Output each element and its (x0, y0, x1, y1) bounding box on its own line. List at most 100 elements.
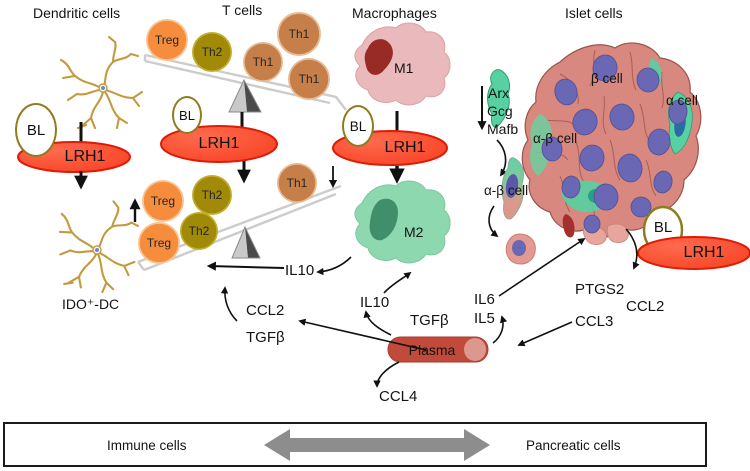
tcell-label: Treg (146, 236, 172, 250)
ptgs2-label: PTGS2 (575, 281, 625, 298)
arrow-plasma-to-ccl2 (298, 318, 427, 351)
lrh1-text: LRH1 (64, 148, 106, 165)
tcell-th2: Th2 (192, 32, 232, 72)
beta-cell-label: β cell (591, 71, 623, 86)
tcell-label: Th2 (201, 45, 223, 59)
title-t-cells: T cells (222, 2, 263, 18)
tcell-th1: Th1 (277, 163, 317, 203)
immune-cells-label: Immune cells (107, 438, 187, 453)
arrow-islet-to-targets (625, 228, 640, 270)
bl-label: BL (26, 121, 46, 139)
bl-oval-tcells: BL (172, 96, 202, 134)
ccl4-label: CCL4 (379, 388, 418, 405)
tcell-label: Th1 (286, 176, 308, 190)
m2-macrophage-shape (354, 180, 451, 264)
lrh1-ellipse-islet (637, 236, 750, 270)
lrh1-label-tcells: LRH1 (174, 133, 264, 155)
arrow-m2-to-il10 (316, 256, 352, 276)
alpha-cell-free-shape (487, 69, 511, 128)
bl-label: BL (653, 218, 673, 236)
beta-like-nucleus (512, 240, 526, 256)
tcell-label: Treg (154, 33, 180, 47)
tf-gcg-label: Gcg (487, 103, 513, 119)
plasma-label: Plasma (393, 338, 471, 361)
ccl3-label: CCL3 (575, 313, 614, 330)
ido-dc-label: IDO⁺-DC (62, 296, 120, 312)
balance-fulcrum-top (228, 78, 262, 113)
alpha-cell-label: α cell (666, 93, 698, 108)
arrow-plasma-to-il5 (492, 315, 508, 344)
title-macrophages: Macrophages (352, 5, 437, 21)
m2-nucleus (369, 198, 398, 241)
tgfb-plasma-label: TGFβ (410, 312, 449, 329)
tf-arx-label: Arx (488, 85, 509, 101)
dendritic-cell-icon (59, 35, 144, 130)
bl-label: BL (179, 107, 195, 123)
lrh1-ellipse-tcells (160, 125, 278, 163)
double-arrow-icon (264, 429, 490, 461)
lrh1-label-islet: LRH1 (659, 242, 749, 264)
tcell-label: Th1 (298, 72, 320, 86)
bl-label: BL (349, 118, 367, 134)
arrow-il10-to-tcells (206, 261, 285, 271)
islet-alpha-beta-edge-cell (530, 114, 552, 176)
tcell-label: Th1 (252, 55, 274, 69)
signal-arrows (206, 228, 640, 388)
tcell-label: Treg (150, 194, 176, 208)
il10-plasma-label: IL10 (360, 294, 390, 311)
arrow-il6-to-islet (498, 237, 586, 297)
tcell-label: Th2 (188, 224, 210, 238)
balance-fulcrum-bottom (231, 225, 261, 259)
alpha-beta-nucleus (505, 174, 519, 198)
lrh1-text: LRH1 (384, 139, 426, 156)
arrow-plasma-to-il10 (363, 310, 392, 336)
lrh1-text: LRH1 (198, 135, 240, 152)
tcell-th1: Th1 (288, 58, 330, 100)
tcell-th1: Th1 (243, 42, 283, 82)
ccl2-left-label: CCL2 (246, 302, 285, 319)
il6-label: IL6 (474, 291, 495, 308)
islet-dark-red-cell (562, 214, 575, 238)
pancreatic-cells-label: Pancreatic cells (526, 438, 621, 453)
arrow-to-beta-like-cell (488, 205, 499, 238)
tcell-treg: Treg (146, 19, 188, 61)
il10-tcells-label: IL10 (285, 262, 315, 279)
title-islet-cells: Islet cells (565, 5, 623, 21)
alpha-beta-cell-label: α-β cell (484, 183, 529, 198)
arrow-il10-to-m2 (383, 271, 412, 294)
tcell-th1: Th1 (277, 12, 321, 56)
tcell-th2: Th2 (192, 175, 232, 215)
tcell-label: Th1 (288, 27, 310, 41)
islet-nuclei (541, 54, 688, 234)
lrh1-label-dendritic: LRH1 (40, 146, 130, 168)
bl-oval-dendritic: BL (15, 103, 57, 157)
lrh1-label-macrophages: LRH1 (360, 137, 450, 159)
bl-oval-macrophages: BL (342, 105, 374, 147)
ccl2-right-label: CCL2 (626, 298, 665, 315)
plasma-capsule (387, 336, 489, 363)
m1-label: M1 (394, 60, 414, 76)
arrow-ccl2-to-tcells (220, 286, 238, 322)
plasma-text: Plasma (408, 341, 456, 358)
tcell-label: Th2 (201, 188, 223, 202)
alpha-beta-edge-label: α-β cell (533, 131, 578, 146)
m1-nucleus (364, 39, 393, 75)
tf-mafb-label: Mafb (487, 121, 519, 137)
m2-label: M2 (404, 224, 424, 240)
arrow-to-alpha-beta-cell (496, 139, 508, 177)
tgfb-left-label: TGFβ (246, 329, 285, 346)
islet-cluster (521, 42, 702, 245)
tcell-th2: Th2 (180, 212, 218, 250)
tcell-treg: Treg (138, 222, 180, 264)
tcell-treg: Treg (142, 180, 184, 222)
il5-label: IL5 (474, 310, 495, 327)
arrow-ccl3-to-plasma (517, 321, 573, 347)
arrow-plasma-to-ccl4 (373, 361, 400, 388)
ido-dc-cell-icon (46, 190, 147, 299)
legend-banner: Immune cells Pancreatic cells (3, 422, 707, 467)
bl-label-islet: BL (644, 207, 682, 247)
lrh1-text: LRH1 (683, 244, 725, 261)
title-dendritic-cells: Dendritic cells (33, 5, 121, 21)
